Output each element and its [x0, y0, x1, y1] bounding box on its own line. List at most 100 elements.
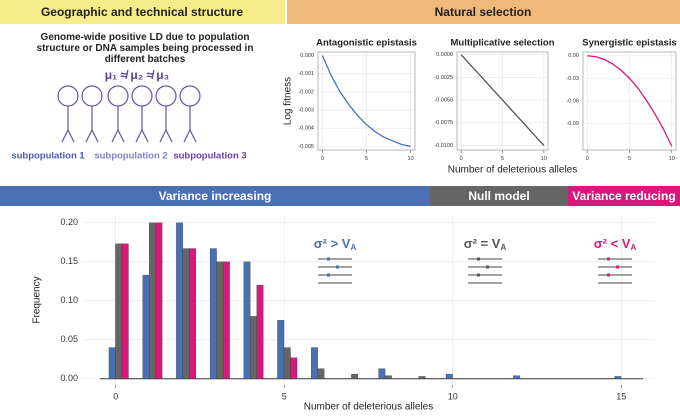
- x-tick-label: 0: [321, 156, 324, 162]
- y-tick-label: 0.20: [60, 217, 78, 227]
- y-tick-label: 0.15: [60, 256, 78, 266]
- bar: [149, 223, 156, 379]
- figure: Geographic and technical structure Natur…: [0, 0, 680, 416]
- annotation-text: σ² = V: [464, 236, 501, 251]
- bar: [244, 262, 251, 379]
- x-tick-label: 5: [365, 156, 368, 162]
- subpopulation-label: subpopulation 2: [94, 151, 167, 162]
- figure-head: [58, 86, 78, 106]
- bar: [143, 275, 150, 379]
- y-tick-label: 0.00: [60, 373, 78, 383]
- bar: [615, 376, 622, 378]
- figure-head: [82, 86, 102, 106]
- annotation-sub: A: [500, 243, 506, 252]
- subpopulation-label: subpopulation 1: [11, 151, 85, 162]
- x-tick-label: 10: [408, 156, 414, 162]
- x-tick-label: 0: [460, 156, 463, 162]
- y-tick-label: 0.05: [60, 334, 78, 344]
- annotation: σ² > VA: [314, 236, 357, 252]
- legend-label: Null model: [468, 189, 529, 203]
- bar: [122, 244, 128, 379]
- y-tick-label: 0.0000: [436, 52, 453, 58]
- x-axis-label: Number of deleterious alleles: [448, 165, 578, 176]
- bar: [183, 249, 190, 379]
- bar: [250, 316, 257, 378]
- y-tick-label: -0.0100: [434, 143, 453, 149]
- x-tick-label: 10: [541, 156, 547, 162]
- y-tick-label: -0.001: [298, 71, 314, 77]
- chart-title: Multiplicative selection: [451, 38, 555, 49]
- annotation-text: σ² > V: [314, 236, 351, 251]
- bar: [115, 244, 122, 379]
- annotation-sub: A: [630, 243, 636, 252]
- figure-head: [108, 86, 128, 106]
- y-axis-label: Log fitness: [283, 77, 294, 125]
- legend-label: Variance reducing: [572, 189, 675, 203]
- bar: [311, 348, 318, 379]
- allele-mark: [477, 274, 480, 277]
- bar: [513, 376, 520, 379]
- allele-mark: [477, 258, 480, 261]
- y-tick-label: 0.00: [568, 53, 579, 59]
- y-tick-label: -0.09: [566, 121, 579, 127]
- bar: [223, 262, 230, 379]
- chart-title: Synergistic epistasis: [582, 38, 677, 49]
- subpopulation-label: subpopulation 3: [173, 151, 246, 162]
- header-left: Geographic and technical structure: [41, 5, 243, 19]
- figure-legs: [184, 130, 196, 142]
- allele-mark: [336, 266, 339, 269]
- bar: [156, 223, 163, 379]
- x-tick-label: 5: [282, 391, 287, 401]
- allele-mark: [327, 258, 330, 261]
- legend-label: Variance increasing: [159, 189, 272, 203]
- bar: [217, 262, 224, 379]
- y-tick-label: -0.03: [566, 76, 579, 82]
- chart-title: Antagonistic epistasis: [316, 38, 417, 49]
- x-tick-label: 0: [113, 391, 118, 401]
- figure-head: [180, 86, 200, 106]
- bar: [419, 376, 426, 378]
- stick-figures: [58, 86, 200, 142]
- bar: [385, 376, 392, 379]
- figure-legs: [160, 130, 172, 142]
- figure-legs: [62, 130, 74, 142]
- figure-legs: [86, 130, 98, 142]
- y-axis-label: Frequency: [32, 276, 43, 323]
- caption-box: Genome-wide positive LD due to populatio…: [20, 32, 270, 68]
- allele-mark: [616, 266, 619, 269]
- x-tick-label: 0: [586, 156, 589, 162]
- x-axis-label: Number of deleterious alleles: [304, 402, 434, 413]
- y-tick-label: -0.003: [298, 108, 314, 114]
- y-tick-label: 0.10: [60, 295, 78, 305]
- bar: [210, 249, 217, 379]
- x-tick-label: 10: [669, 156, 675, 162]
- y-tick-label: -0.005: [298, 144, 314, 150]
- annotation: σ² < VA: [594, 236, 637, 252]
- y-tick-label: -0.0050: [434, 98, 453, 104]
- x-tick-label: 5: [501, 156, 504, 162]
- y-tick-label: -0.002: [298, 89, 314, 95]
- x-tick-label: 15: [616, 391, 626, 401]
- figure-head: [132, 86, 152, 106]
- diagram-formula: μ₁ ≉ μ₂ ≉ μ₃: [105, 68, 169, 82]
- allele-mark: [486, 266, 489, 269]
- y-tick-label: 0.000: [300, 53, 314, 59]
- bar: [109, 348, 116, 379]
- figure-head: [156, 86, 176, 106]
- bar: [176, 223, 183, 379]
- bar: [318, 369, 325, 379]
- y-tick-label: -0.06: [566, 98, 579, 104]
- y-tick-label: -0.004: [298, 126, 314, 132]
- diagram-caption: Genome-wide positive LD due to populatio…: [20, 32, 270, 65]
- bar: [379, 369, 386, 379]
- bar: [290, 358, 297, 379]
- y-tick-label: -0.0025: [434, 75, 453, 81]
- y-tick-label: -0.0075: [434, 120, 453, 126]
- annotation-sub: A: [350, 243, 356, 252]
- bar: [284, 348, 291, 379]
- bar: [257, 285, 264, 379]
- bar: [446, 374, 453, 379]
- figure-legs: [136, 130, 148, 142]
- bar: [351, 374, 358, 379]
- allele-mark: [607, 274, 610, 277]
